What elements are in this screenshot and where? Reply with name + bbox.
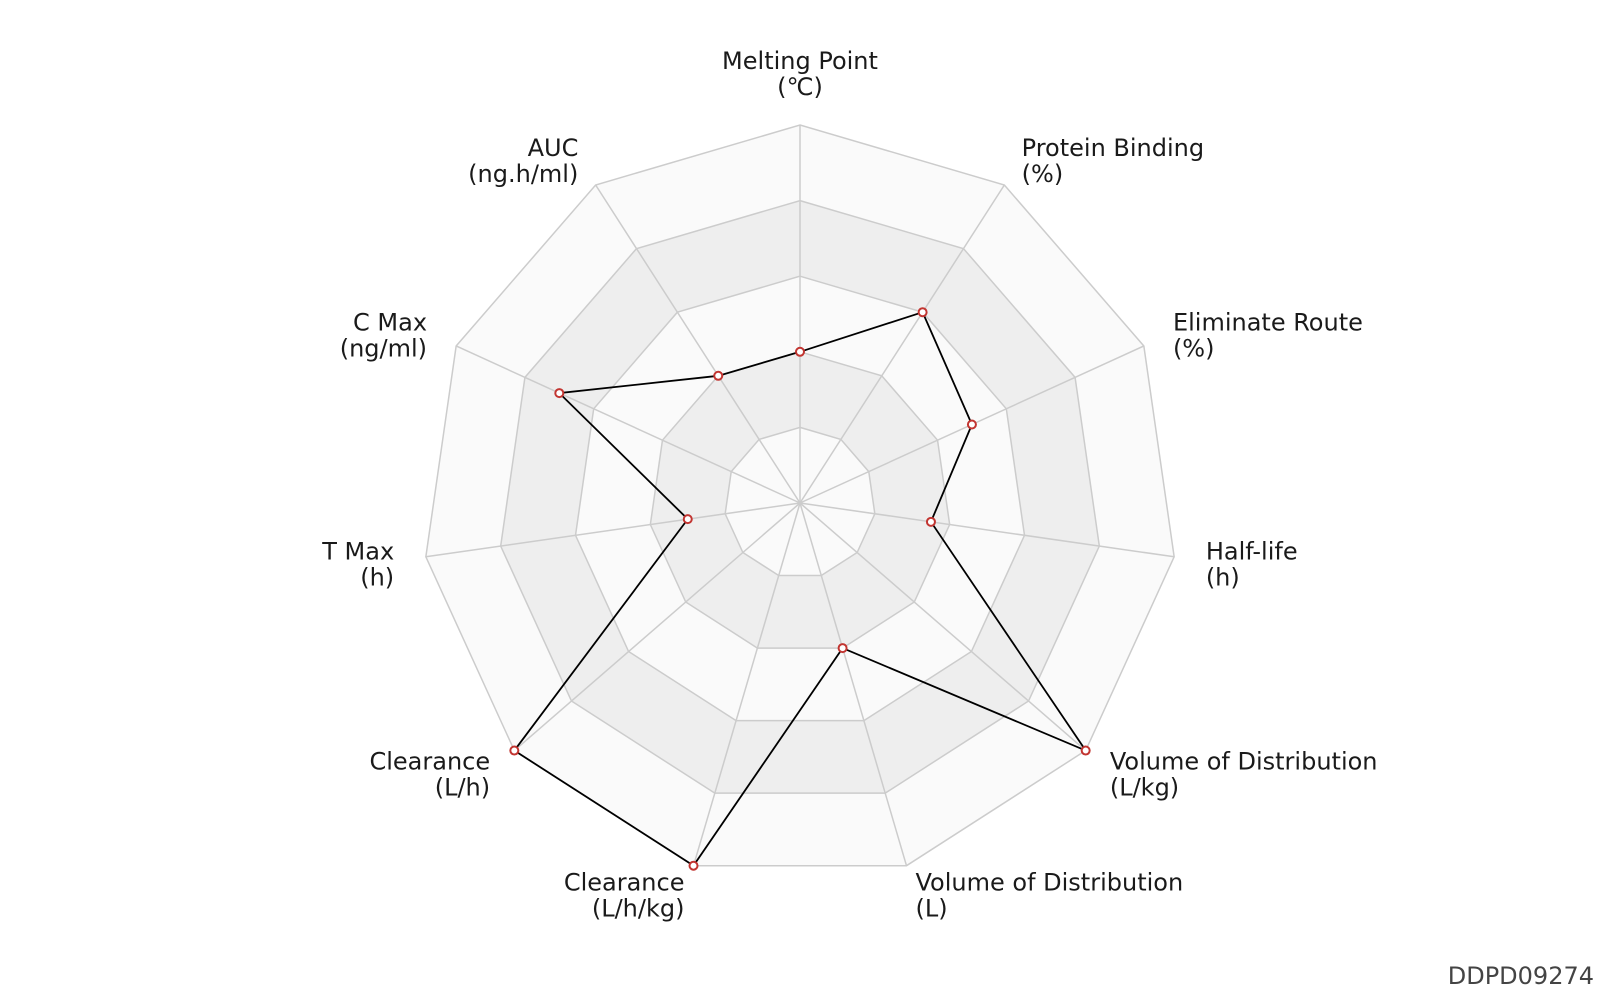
axis-label-name: Volume of Distribution [1110,747,1378,775]
data-point [688,860,699,871]
data-point [795,346,805,357]
axis-label: T Max (h) [321,537,394,591]
axis-label-name: Melting Point [722,47,878,75]
axis-label-name: Clearance [564,868,685,896]
data-points [509,307,1091,871]
axis-spoke [425,502,801,558]
axis-label-name: C Max [353,309,427,337]
axis-spoke [595,184,801,504]
axis-label-name: AUC [528,134,579,162]
axis-spoke [799,502,1087,752]
data-point [966,419,977,430]
axis-label-unit: (L/kg) [1110,773,1179,801]
axis-spoke [799,184,1005,504]
axis-label: Melting Point (℃) [722,47,878,101]
axis-label-unit: (L/h/kg) [592,894,685,922]
axis-label-unit: (ng.h/ml) [468,160,578,188]
axis-label: C Max (ng/ml) [340,309,427,363]
data-point [925,516,936,527]
axis-label-unit: (%) [1022,160,1064,188]
axis-label: Half-life (h) [1206,537,1298,591]
axis-label: Volume of Distribution (L/kg) [1110,747,1378,801]
axis-label: Clearance (L/h/kg) [564,868,685,922]
axis-label: Clearance (L/h) [369,747,490,801]
axis-spoke [692,502,801,866]
axis-label: Protein Binding (%) [1022,134,1204,188]
axis-labels: Melting Point (℃)Protein Binding (%)Elimin… [321,47,1377,922]
chart-id-watermark: DDPD09274 [1447,962,1594,990]
data-point [837,643,848,654]
axis-spoke [799,502,1175,558]
data-point [713,370,724,381]
series-polygon [513,311,1089,867]
axis-label-name: Protein Binding [1022,134,1204,162]
axis-label-name: Half-life [1206,537,1298,565]
axis-label-name: T Max [321,537,394,565]
axis-spoke [513,502,801,752]
axis-label: Volume of Distribution (L) [916,868,1184,922]
axis-label-unit: (L) [916,894,948,922]
data-point [917,307,928,318]
axis-label: Eliminate Route (%) [1173,309,1363,363]
data-point [509,745,520,756]
axis-label: AUC (ng.h/ml) [468,134,578,188]
axis-label-unit: (ng/ml) [340,335,427,363]
data-point [1080,745,1091,756]
axis-spoke [799,502,908,866]
axis-spoke [455,345,801,504]
data-point [554,388,565,399]
axis-label-unit: (℃) [777,73,823,101]
axis-label-unit: (h) [1206,563,1240,591]
data-point [682,514,693,525]
axis-spokes [425,125,1175,866]
axis-label-unit: (L/h) [435,773,490,801]
axis-label-unit: (%) [1173,335,1215,363]
axis-label-name: Eliminate Route [1173,309,1363,337]
axis-label-name: Volume of Distribution [916,868,1184,896]
axis-label-unit: (h) [360,563,394,591]
axis-label-name: Clearance [369,747,490,775]
